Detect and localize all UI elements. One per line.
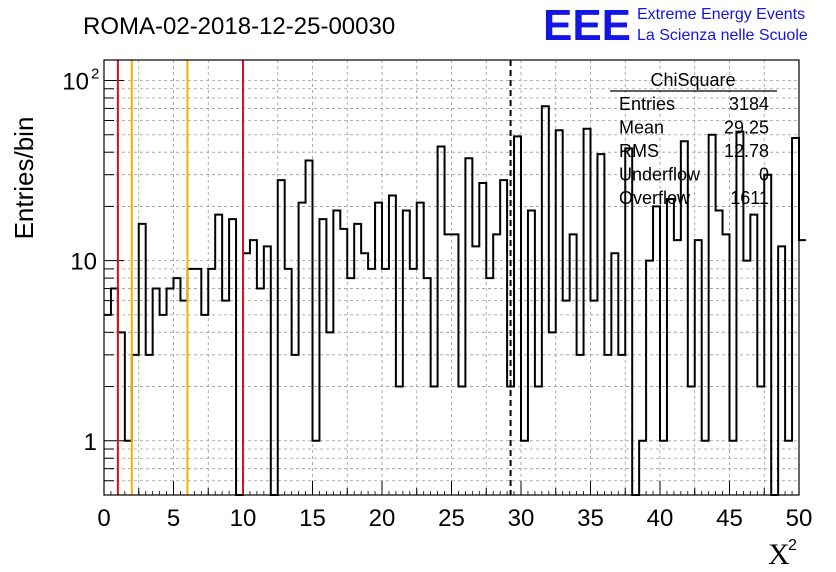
histogram-bin — [799, 240, 806, 495]
x-tick-label: 50 — [786, 505, 813, 532]
x-axis-ticks: 0 5 10 15 20 25 30 35 40 45 50 — [97, 481, 812, 532]
plot-frame — [103, 59, 800, 496]
stats-row-label: Mean — [619, 118, 664, 138]
logo-tagline-1: Extreme Energy Events — [637, 6, 805, 23]
stats-row-value: 12.78 — [724, 141, 769, 161]
stats-row-label: RMS — [619, 141, 659, 161]
y-tick-label-superscript: 2 — [91, 66, 99, 83]
stats-row-value: 0 — [759, 165, 769, 185]
logo-tagline-2: La Scienza nelle Scuole — [637, 27, 808, 44]
y-tick-label: 1 — [84, 429, 97, 456]
x-tick-label: 20 — [369, 505, 396, 532]
marker-lines — [116, 60, 512, 495]
eee-logo: EEE Extreme Energy Events La Scienza nel… — [543, 1, 808, 50]
stats-row-value: 29.25 — [724, 118, 769, 138]
x-tick-label: 30 — [508, 505, 535, 532]
stats-box: ChiSquare Entries 3184 Mean 29.25 RMS 12.78 Un… — [610, 70, 777, 208]
x-tick-label: 45 — [716, 505, 743, 532]
histogram-outline — [104, 105, 806, 496]
x-tick-label: 35 — [577, 505, 604, 532]
x-tick-label: 25 — [438, 505, 465, 532]
x-tick-label: 10 — [230, 505, 257, 532]
stats-row-value: 1611 — [730, 188, 769, 208]
x-tick-label: 40 — [647, 505, 674, 532]
x-tick-label: 0 — [97, 505, 110, 532]
x-tick-label: 5 — [167, 505, 180, 532]
stats-row-label: Underflow — [619, 165, 701, 185]
x-tick-label: 15 — [299, 505, 326, 532]
x-axis-label-superscript: 2 — [788, 537, 797, 554]
y-axis-label: Entries/bin — [9, 117, 39, 240]
x-axis-label: X — [768, 538, 790, 571]
y-tick-label: 10 — [62, 69, 89, 96]
y-tick-label: 10 — [70, 249, 97, 276]
page-title: ROMA-02-2018-12-25-00030 — [83, 13, 395, 40]
stats-row-label: Overflow — [619, 188, 691, 208]
logo-mark: EEE — [543, 1, 631, 50]
stats-title: ChiSquare — [650, 70, 735, 90]
stats-row-value: 3184 — [729, 94, 769, 114]
stats-row-label: Entries — [619, 94, 675, 114]
